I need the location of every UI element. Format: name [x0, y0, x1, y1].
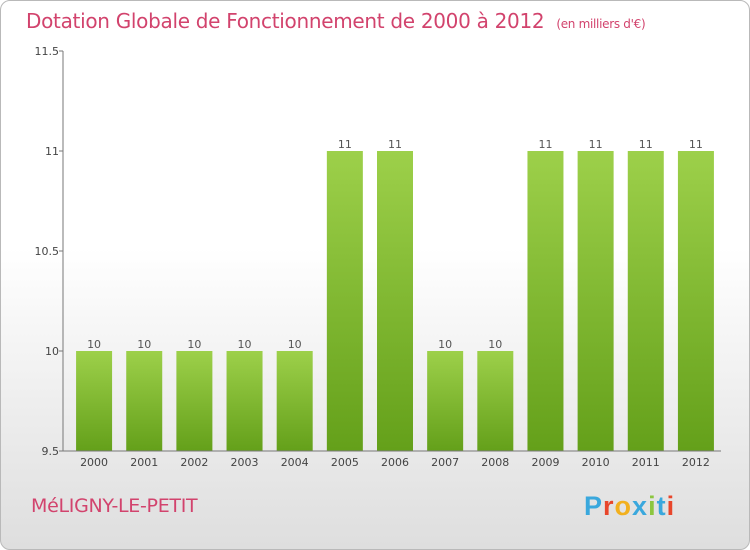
data-label-2002: 10	[187, 338, 201, 351]
logo-letter: x	[632, 491, 649, 521]
bar-2001	[126, 351, 163, 451]
data-label-2010: 11	[589, 138, 603, 151]
x-axis: 2000 2001 2002 2003 2004 2005 2006 2007 2008 2009…	[63, 450, 721, 469]
x-tick-label-2008: 2008	[481, 456, 509, 469]
proxiti-logo[interactable]: Proxiti	[584, 491, 675, 522]
x-tick-label-2005: 2005	[331, 456, 359, 469]
x-tick-label-2000: 2000	[80, 456, 108, 469]
x-tick-label-2002: 2002	[180, 456, 208, 469]
chart-subtitle: (en milliers d'€)	[556, 17, 646, 31]
logo-letter: P	[584, 491, 604, 521]
logo-letter: r	[603, 491, 615, 521]
bar-2004	[276, 351, 313, 451]
bar-2009	[527, 151, 564, 451]
data-label-2006: 11	[388, 138, 402, 151]
bar-2011	[627, 151, 664, 451]
y-tick-label: 10	[45, 345, 59, 358]
data-label-2012: 11	[689, 138, 703, 151]
logo-letter: i	[648, 491, 657, 521]
data-label-2009: 11	[538, 138, 552, 151]
x-tick-label-2012: 2012	[682, 456, 710, 469]
y-axis: 9.5 10 10.5 11 11.5	[35, 45, 64, 458]
bar-2008	[477, 351, 514, 451]
data-label-2005: 11	[338, 138, 352, 151]
data-label-2004: 10	[288, 338, 302, 351]
logo-letter: t	[656, 491, 667, 521]
x-tick-label-2003: 2003	[231, 456, 259, 469]
commune-name: MéLIGNY-LE-PETIT	[31, 495, 198, 517]
data-labels: 10 10 10 10 10 11 11 10 10 11 11 11 11	[87, 138, 703, 351]
bar-2010	[577, 151, 614, 451]
bar-2002	[176, 351, 213, 451]
x-tick-label-2011: 2011	[632, 456, 660, 469]
bar-2006	[377, 151, 413, 451]
bar-2012	[677, 151, 714, 451]
logo-letter: i	[666, 491, 676, 521]
data-label-2001: 10	[137, 338, 151, 351]
data-label-2011: 11	[639, 138, 653, 151]
y-tick-label: 11.5	[35, 45, 60, 58]
logo-letter: o	[614, 491, 633, 521]
y-tick-label: 10.5	[35, 245, 60, 258]
data-label-2000: 10	[87, 338, 101, 351]
data-label-2003: 10	[238, 338, 252, 351]
bars	[76, 151, 714, 451]
bar-2000	[76, 351, 113, 451]
y-tick-label: 11	[45, 145, 59, 158]
x-tick-label-2004: 2004	[281, 456, 309, 469]
x-tick-label-2006: 2006	[381, 456, 409, 469]
data-label-2008: 10	[488, 338, 502, 351]
x-tick-label-2010: 2010	[582, 456, 610, 469]
bar-2007	[427, 351, 464, 451]
bar-2005	[326, 151, 363, 451]
chart-title-text: Dotation Globale de Fonctionnement de 20…	[26, 9, 545, 33]
bar-2003	[226, 351, 263, 451]
data-label-2007: 10	[438, 338, 452, 351]
x-tick-label-2001: 2001	[130, 456, 158, 469]
x-tick-label-2007: 2007	[431, 456, 459, 469]
x-tick-label-2009: 2009	[531, 456, 559, 469]
chart-title: Dotation Globale de Fonctionnement de 20…	[26, 9, 646, 33]
y-tick-label: 9.5	[42, 445, 60, 458]
